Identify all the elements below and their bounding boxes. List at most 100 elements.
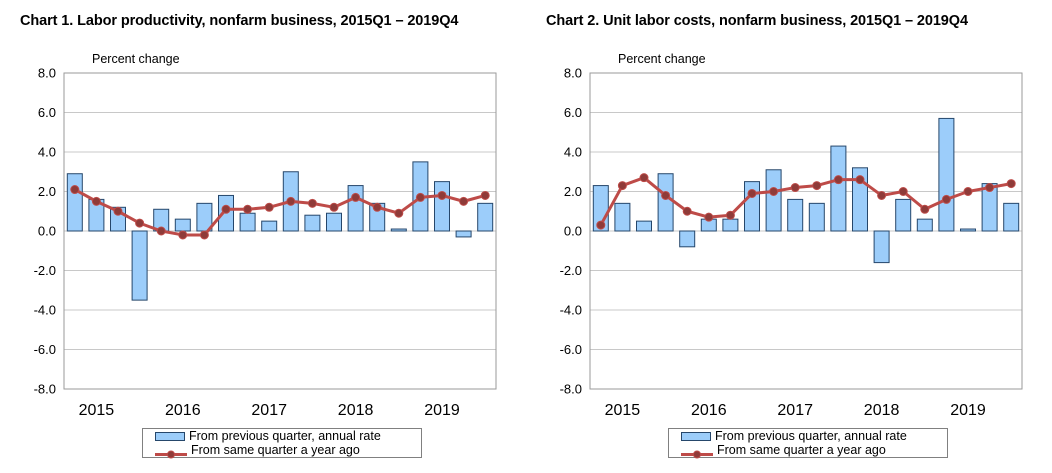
marker-2017Q1	[243, 204, 253, 214]
bar-2017Q2	[787, 198, 804, 232]
y-axis-tick-label: 0.0	[38, 224, 56, 239]
bar-2018Q4	[916, 218, 933, 232]
line-swatch-graphic	[681, 450, 713, 458]
y-axis-tick-label: 6.0	[38, 105, 56, 120]
line-series-swatch	[155, 446, 187, 458]
marker-2015Q4	[661, 190, 671, 200]
marker-2016Q1	[156, 226, 166, 236]
marker-2016Q3	[199, 230, 209, 240]
y-axis-tick-label: -6.0	[34, 342, 56, 357]
y-axis-tick-label: 2.0	[564, 184, 582, 199]
y-axis-tick-label: 2.0	[38, 184, 56, 199]
line-series-swatch	[681, 446, 713, 458]
bar-2018Q3	[895, 198, 912, 232]
bar-2017Q2	[261, 220, 278, 232]
marker-2015Q3	[113, 206, 123, 216]
x-axis-label-2019: 2019	[950, 402, 986, 419]
x-axis-label-2018: 2018	[338, 402, 374, 419]
bar-2019Q2	[434, 181, 450, 232]
bar-2017Q1	[239, 212, 256, 232]
bar-2015Q1	[66, 173, 83, 232]
y-axis-tick-label: 8.0	[38, 66, 56, 81]
x-axis-label-2015: 2015	[605, 402, 641, 419]
legend-row-bars: From previous quarter, annual rate	[155, 429, 421, 443]
plot-border	[63, 72, 497, 390]
x-axis-label-2015: 2015	[79, 402, 115, 419]
y-axis-tick-label: 4.0	[38, 145, 56, 160]
x-axis-label-2018: 2018	[864, 402, 900, 419]
bar-2015Q4	[657, 173, 674, 232]
marker-2016Q2	[704, 212, 714, 222]
x-axis-label-2019: 2019	[424, 402, 460, 419]
marker-2019Q3	[459, 196, 469, 206]
y-axis-tick-label: -4.0	[560, 303, 582, 318]
marker-2017Q3	[286, 196, 296, 206]
chart-2-title: Chart 2. Unit labor costs, nonfarm busin…	[546, 13, 968, 29]
marker-2015Q1	[70, 185, 80, 195]
marker-2019Q4	[480, 190, 490, 200]
legend-label-line: From same quarter a year ago	[717, 442, 886, 457]
marker-2018Q4	[920, 204, 930, 214]
marker-2018Q2	[877, 190, 887, 200]
bar-2018Q1	[326, 212, 342, 232]
y-axis-tick-label: -6.0	[560, 342, 582, 357]
marker-2015Q2	[91, 196, 101, 206]
swatch-marker	[693, 450, 701, 458]
chart-2-legend: From previous quarter, annual rate From …	[668, 428, 948, 458]
line-swatch-graphic	[155, 450, 187, 458]
bar-2017Q4	[830, 145, 847, 232]
legend-row-bars: From previous quarter, annual rate	[681, 429, 947, 443]
marker-2019Q1	[415, 192, 425, 202]
marker-2018Q3	[898, 187, 908, 196]
marker-2018Q4	[394, 208, 404, 218]
y-axis-tick-label: 6.0	[564, 105, 582, 120]
y-axis-tick-label: 8.0	[564, 66, 582, 81]
y-axis-tick-label: -8.0	[560, 382, 582, 397]
marker-2017Q4	[833, 175, 843, 185]
x-axis-label-2017: 2017	[777, 402, 813, 419]
marker-2015Q3	[639, 173, 649, 183]
marker-2017Q3	[812, 181, 822, 191]
unit-labor-costs-plot-area: 8.0 6.0 4.0 2.0 0.0 -2.0 -4.0 -6.0 -8.0 Percent c…	[560, 52, 1023, 419]
legend-label-bars: From previous quarter, annual rate	[715, 428, 907, 443]
bar-2017Q1	[765, 169, 782, 232]
marker-2019Q2	[437, 190, 447, 200]
x-axis-label-2016: 2016	[165, 402, 201, 419]
bar-2015Q4	[131, 230, 148, 301]
bar-2017Q4	[304, 214, 321, 232]
bar-2018Q2	[873, 230, 890, 264]
y-axis-tick-label: -2.0	[560, 263, 582, 278]
marker-2015Q2	[617, 181, 627, 191]
x-axis-label-2017: 2017	[251, 402, 287, 419]
bar-2016Q3	[722, 218, 739, 232]
y-axis-tick-label: -4.0	[34, 303, 56, 318]
bar-2016Q2	[174, 218, 191, 232]
x-axis-label-2016: 2016	[691, 402, 727, 419]
bar-2016Q1	[679, 230, 696, 248]
marker-2019Q3	[985, 183, 995, 193]
y-axis-tick-label: 4.0	[564, 145, 582, 160]
marker-2018Q2	[351, 192, 361, 202]
bar-2019Q4	[477, 202, 494, 232]
marker-2018Q1	[329, 202, 339, 212]
marker-2016Q4	[747, 188, 757, 198]
y-axis-tick-label: 0.0	[564, 224, 582, 239]
bar-2018Q2	[347, 185, 364, 232]
chart-1-legend: From previous quarter, annual rate From …	[142, 428, 422, 458]
y-axis-caption: Percent change	[92, 52, 180, 66]
plot-border	[589, 72, 1023, 390]
y-axis-tick-label: -2.0	[34, 263, 56, 278]
marker-2019Q2	[963, 187, 973, 196]
marker-2015Q1	[596, 220, 606, 230]
unit-labor-costs-chart: 8.0 6.0 4.0 2.0 0.0 -2.0 -4.0 -6.0 -8.0 Percent c…	[526, 0, 1052, 473]
bar-2019Q4	[1003, 202, 1020, 232]
marker-2018Q1	[855, 175, 865, 185]
chart-1-title: Chart 1. Labor productivity, nonfarm bus…	[20, 13, 459, 29]
legend-label-bars: From previous quarter, annual rate	[189, 428, 381, 443]
marker-2019Q1	[941, 194, 951, 204]
marker-2019Q4	[1006, 179, 1016, 189]
bar-2015Q2	[614, 202, 631, 232]
marker-2017Q1	[769, 187, 779, 196]
y-axis-caption: Percent change	[618, 52, 706, 66]
